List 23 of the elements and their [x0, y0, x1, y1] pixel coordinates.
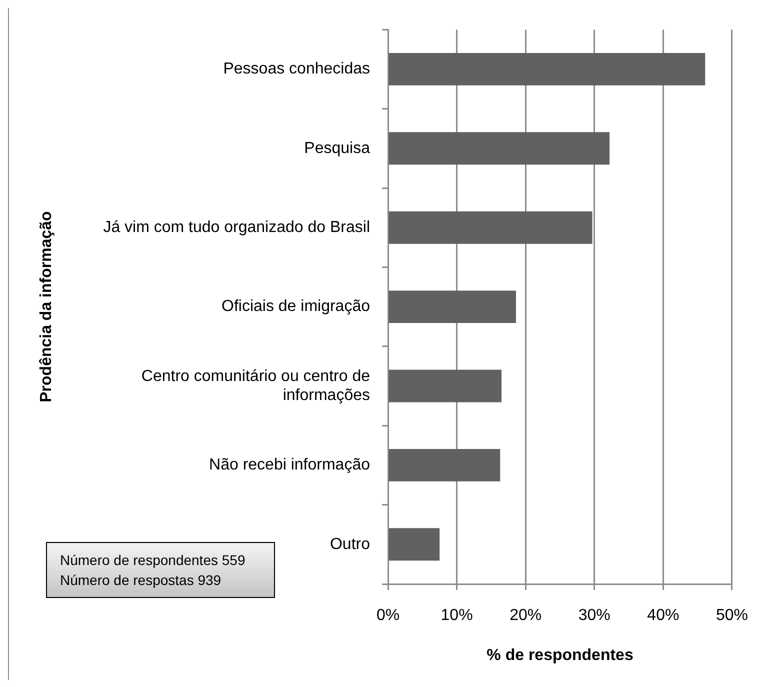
bar [388, 528, 440, 561]
x-tick-label: 30% [578, 607, 610, 624]
y-tick-label: Oficiais de imigração [222, 298, 370, 316]
y-tick-label: Outro [330, 536, 370, 553]
x-tick-label: 50% [716, 607, 748, 624]
bar [388, 290, 516, 324]
x-tick-label: 0% [376, 607, 400, 624]
x-axis-title: % de respondentes [486, 646, 634, 664]
y-tick-label: Não recebi informação [209, 456, 370, 474]
y-tick-label: Pesquisa [304, 140, 370, 157]
y-tick-label: Pessoas conhecidas [223, 60, 370, 78]
bar [388, 52, 706, 86]
bar [388, 132, 610, 165]
y-tick-label: Já vim com tudo organizado do Brasil [103, 219, 370, 236]
bar [388, 448, 500, 482]
text-box: Número de respondentes 559 Número de respostas 939 [46, 542, 275, 598]
y-tick-label: Centro comunitário ou centro de informações [141, 368, 370, 404]
bar [388, 370, 502, 402]
y-axis-title: Prodência da informação [38, 210, 56, 402]
bar [388, 211, 592, 244]
x-tick-label: 40% [647, 607, 680, 624]
x-tick-label: 20% [510, 607, 542, 624]
x-tick-label: 10% [440, 607, 473, 624]
